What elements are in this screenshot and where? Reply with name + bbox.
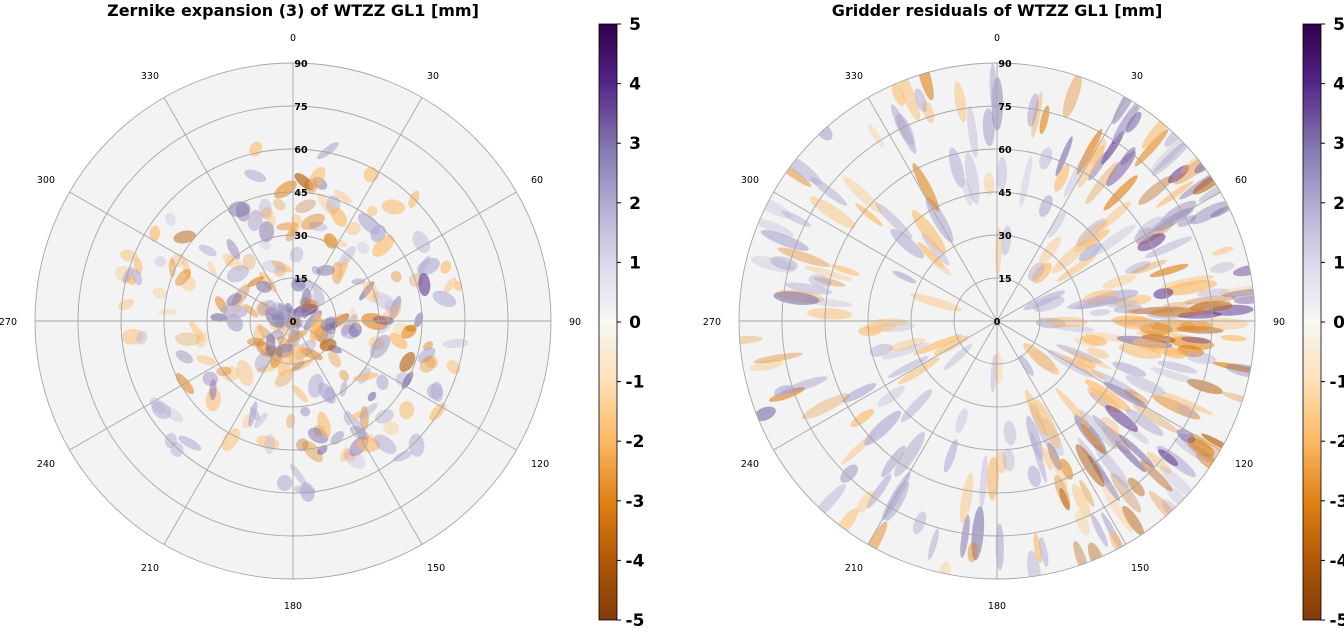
radial-tick-label: 0 (994, 317, 1001, 328)
colorbar-tick-label: 1 (1333, 253, 1344, 273)
angle-tick-label: 300 (37, 175, 55, 186)
colorbar-tick-label: 2 (629, 194, 641, 214)
radial-tick-label: 60 (294, 145, 308, 156)
radial-tick-label: 0 (290, 317, 297, 328)
radial-tick-label: 90 (294, 59, 308, 70)
chart-title: Zernike expansion (3) of WTZZ GL1 [mm] (107, 1, 479, 20)
angle-tick-label: 0 (994, 33, 1000, 44)
colorbar-tick-label: -1 (1330, 373, 1344, 393)
colorbar-tick-label: 0 (629, 313, 641, 333)
colorbar-tick-label: -4 (1330, 551, 1344, 571)
colorbar (1302, 23, 1322, 621)
colorbar-tick-label: -1 (626, 373, 645, 393)
angle-tick-label: 60 (531, 175, 543, 186)
colorbar-tick-label: -3 (626, 492, 645, 512)
grid-spoke (773, 191, 998, 322)
colorbar-tick-label: -2 (1330, 432, 1344, 452)
angle-tick-label: 150 (427, 563, 445, 574)
angle-tick-label: 270 (703, 317, 721, 328)
colorbar-tick-label: 1 (629, 253, 641, 273)
colorbar (598, 23, 618, 621)
grid-spoke (996, 191, 1221, 322)
angle-tick-label: 180 (284, 601, 302, 612)
angle-tick-label: 210 (141, 563, 159, 574)
angle-tick-label: 330 (845, 71, 863, 82)
grid-spoke (292, 320, 517, 451)
colorbar-tick-label: 0 (1333, 313, 1344, 333)
polar-plot-residuals: Gridder residuals of WTZZ GL1 [mm]030609… (703, 1, 1344, 631)
colorbar-tick-label: -5 (626, 611, 645, 631)
angle-tick-label: 30 (427, 71, 439, 82)
angle-tick-label: 270 (0, 317, 17, 328)
grid-spoke (867, 320, 998, 545)
angle-tick-label: 180 (988, 601, 1006, 612)
grid-spoke (69, 320, 294, 451)
angle-tick-label: 30 (1131, 71, 1143, 82)
grid-spoke (996, 320, 1127, 545)
angle-tick-label: 60 (1235, 175, 1247, 186)
radial-tick-label: 90 (998, 59, 1012, 70)
angle-tick-label: 210 (845, 563, 863, 574)
colorbar-tick-label: 2 (1333, 194, 1344, 214)
field-pattern (739, 63, 1255, 579)
radial-tick-label: 45 (998, 188, 1011, 199)
grid-spoke (292, 320, 423, 545)
radial-tick-label: 15 (294, 274, 307, 285)
radial-tick-label: 30 (998, 231, 1012, 242)
colorbar-tick-label: 4 (1333, 75, 1344, 95)
colorbar-tick-label: -5 (1330, 611, 1344, 631)
grid-spoke (163, 97, 294, 322)
angle-tick-label: 150 (1131, 563, 1149, 574)
radial-tick-label: 75 (294, 102, 307, 113)
grid-spoke (867, 97, 998, 322)
angle-tick-label: 90 (1273, 317, 1285, 328)
colorbar-tick-label: 4 (629, 75, 641, 95)
radial-tick-label: 60 (998, 145, 1012, 156)
angle-tick-label: 300 (741, 175, 759, 186)
radial-tick-label: 45 (294, 188, 307, 199)
angle-tick-label: 0 (290, 33, 296, 44)
chart-title: Gridder residuals of WTZZ GL1 [mm] (832, 1, 1163, 20)
colorbar-tick-label: -4 (626, 551, 645, 571)
grid-spoke (292, 191, 517, 322)
grid-spoke (292, 97, 423, 322)
angle-tick-label: 90 (569, 317, 581, 328)
angle-tick-label: 330 (141, 71, 159, 82)
angle-tick-label: 240 (741, 459, 759, 470)
polar-plot-zernike: Zernike expansion (3) of WTZZ GL1 [mm] 0 3… (0, 1, 645, 631)
grid-spoke (163, 320, 294, 545)
colorbar-tick-label: -3 (1330, 492, 1344, 512)
angle-tick-label: 120 (531, 459, 549, 470)
angle-tick-label: 240 (37, 459, 55, 470)
radial-tick-label: 30 (294, 231, 308, 242)
colorbar-tick-label: 3 (629, 134, 641, 154)
colorbar-tick-label: 5 (629, 15, 641, 35)
angle-tick-label: 120 (1235, 459, 1253, 470)
grid-spoke (773, 320, 998, 451)
colorbar-tick-label: -2 (626, 432, 645, 452)
colorbar-tick-label: 5 (1333, 15, 1344, 35)
grid-spoke (69, 191, 294, 322)
grid-spoke (996, 97, 1127, 322)
grid-spoke (996, 320, 1221, 451)
field-pattern (115, 141, 469, 503)
radial-tick-label: 15 (998, 274, 1011, 285)
radial-tick-label: 75 (998, 102, 1011, 113)
colorbar-tick-label: 3 (1333, 134, 1344, 154)
